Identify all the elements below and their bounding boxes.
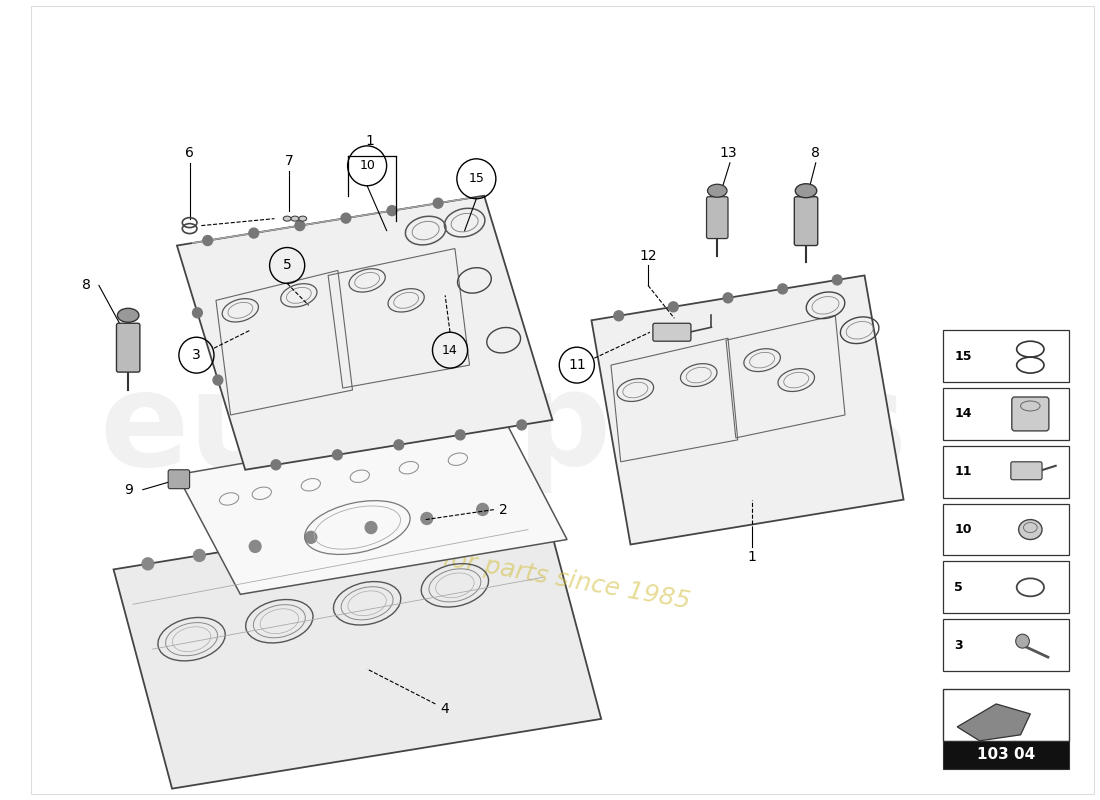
Ellipse shape xyxy=(118,308,139,322)
Circle shape xyxy=(295,221,305,230)
Text: 15: 15 xyxy=(955,350,971,362)
Circle shape xyxy=(365,522,377,534)
Bar xyxy=(943,388,1069,440)
Ellipse shape xyxy=(299,216,307,221)
FancyBboxPatch shape xyxy=(1012,397,1049,431)
Text: 7: 7 xyxy=(285,154,294,168)
FancyBboxPatch shape xyxy=(653,323,691,342)
FancyBboxPatch shape xyxy=(168,470,189,489)
Circle shape xyxy=(614,311,624,321)
Circle shape xyxy=(778,284,788,294)
Text: 11: 11 xyxy=(568,358,585,372)
Text: 2: 2 xyxy=(499,502,508,517)
Polygon shape xyxy=(592,275,903,545)
Circle shape xyxy=(421,513,432,525)
Circle shape xyxy=(249,228,258,238)
Text: 5: 5 xyxy=(283,258,292,273)
Bar xyxy=(943,446,1069,498)
Text: 6: 6 xyxy=(185,146,194,160)
Circle shape xyxy=(213,375,223,385)
Text: eurosparts: eurosparts xyxy=(99,366,908,494)
Text: 5: 5 xyxy=(955,581,962,594)
Circle shape xyxy=(833,275,843,285)
Ellipse shape xyxy=(707,184,727,198)
Bar xyxy=(943,504,1069,555)
Circle shape xyxy=(194,550,206,562)
Polygon shape xyxy=(113,500,602,789)
Text: 3: 3 xyxy=(192,348,201,362)
Text: 15: 15 xyxy=(469,172,484,186)
Bar xyxy=(943,689,1069,741)
Circle shape xyxy=(394,440,404,450)
Circle shape xyxy=(332,450,342,460)
Circle shape xyxy=(476,503,488,515)
Text: 10: 10 xyxy=(360,159,375,172)
Circle shape xyxy=(455,430,465,440)
Text: 1: 1 xyxy=(365,134,374,148)
Text: a passion for parts since 1985: a passion for parts since 1985 xyxy=(316,525,692,614)
Circle shape xyxy=(202,235,212,246)
Bar xyxy=(943,619,1069,671)
Text: 12: 12 xyxy=(639,249,657,262)
Circle shape xyxy=(387,206,397,216)
FancyBboxPatch shape xyxy=(117,323,140,372)
Polygon shape xyxy=(177,418,568,594)
Text: 11: 11 xyxy=(955,466,971,478)
Circle shape xyxy=(669,302,679,312)
Text: 14: 14 xyxy=(442,344,458,357)
Text: 10: 10 xyxy=(955,523,971,536)
Circle shape xyxy=(341,213,351,223)
Polygon shape xyxy=(177,196,552,470)
Polygon shape xyxy=(957,704,1031,741)
Circle shape xyxy=(433,198,443,208)
Ellipse shape xyxy=(283,216,292,221)
Text: 4: 4 xyxy=(441,702,450,716)
Text: 8: 8 xyxy=(81,278,90,292)
Text: 103 04: 103 04 xyxy=(977,747,1035,762)
Circle shape xyxy=(723,293,733,303)
Text: 1: 1 xyxy=(748,550,757,565)
Bar xyxy=(943,330,1069,382)
Circle shape xyxy=(250,541,261,552)
Circle shape xyxy=(142,558,154,570)
Text: 9: 9 xyxy=(123,482,133,497)
Ellipse shape xyxy=(1019,519,1042,539)
Bar xyxy=(943,741,1069,769)
Circle shape xyxy=(1015,634,1030,648)
Circle shape xyxy=(305,531,317,543)
Text: 13: 13 xyxy=(719,146,737,160)
Text: 8: 8 xyxy=(812,146,821,160)
Circle shape xyxy=(271,460,281,470)
FancyBboxPatch shape xyxy=(706,197,728,238)
Circle shape xyxy=(517,420,527,430)
Ellipse shape xyxy=(795,184,816,198)
Bar xyxy=(943,562,1069,614)
Text: 14: 14 xyxy=(955,407,971,421)
FancyBboxPatch shape xyxy=(1011,462,1042,480)
Circle shape xyxy=(192,308,202,318)
FancyBboxPatch shape xyxy=(794,197,817,246)
Text: 3: 3 xyxy=(955,638,962,652)
Ellipse shape xyxy=(292,216,299,221)
